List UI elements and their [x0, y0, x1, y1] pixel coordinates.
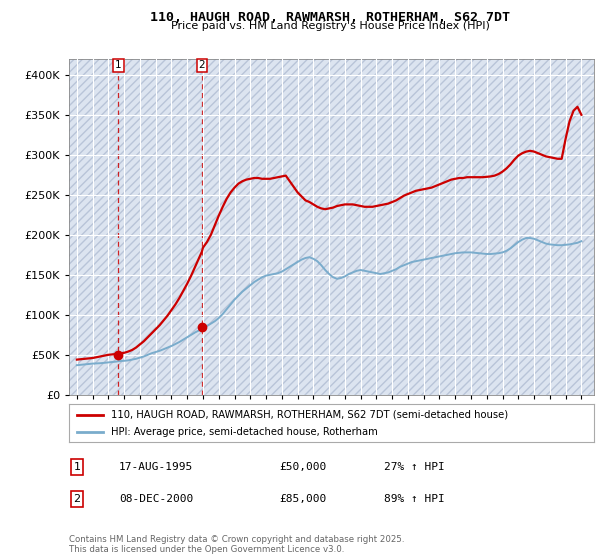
Text: 110, HAUGH ROAD, RAWMARSH, ROTHERHAM, S62 7DT: 110, HAUGH ROAD, RAWMARSH, ROTHERHAM, S6… [150, 11, 510, 24]
Text: 17-AUG-1995: 17-AUG-1995 [119, 462, 193, 472]
Text: 27% ↑ HPI: 27% ↑ HPI [384, 462, 445, 472]
Text: Price paid vs. HM Land Registry's House Price Index (HPI): Price paid vs. HM Land Registry's House … [170, 21, 490, 31]
Text: £85,000: £85,000 [279, 494, 326, 504]
Text: 1: 1 [115, 60, 122, 71]
Text: 2: 2 [73, 494, 80, 504]
Text: 2: 2 [199, 60, 205, 71]
Text: 08-DEC-2000: 08-DEC-2000 [119, 494, 193, 504]
Text: HPI: Average price, semi-detached house, Rotherham: HPI: Average price, semi-detached house,… [111, 427, 378, 437]
Text: Contains HM Land Registry data © Crown copyright and database right 2025.
This d: Contains HM Land Registry data © Crown c… [69, 535, 404, 554]
Text: 89% ↑ HPI: 89% ↑ HPI [384, 494, 445, 504]
Text: 1: 1 [73, 462, 80, 472]
Text: 110, HAUGH ROAD, RAWMARSH, ROTHERHAM, S62 7DT (semi-detached house): 110, HAUGH ROAD, RAWMARSH, ROTHERHAM, S6… [111, 409, 508, 419]
Text: £50,000: £50,000 [279, 462, 326, 472]
